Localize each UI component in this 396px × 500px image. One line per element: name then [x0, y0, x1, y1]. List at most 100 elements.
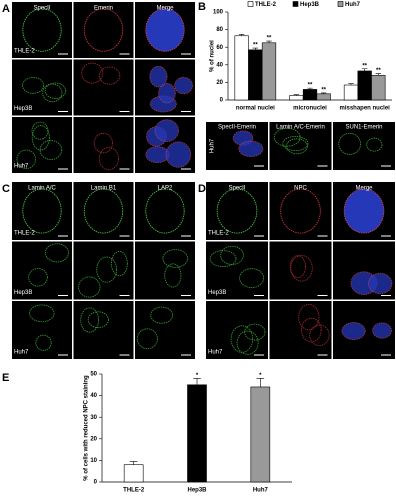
y-tick-label: 60 — [216, 45, 223, 51]
micrograph — [333, 122, 395, 170]
significance: ** — [362, 63, 367, 69]
nucleus — [98, 66, 121, 85]
nucleus — [154, 119, 179, 142]
nucleus — [300, 317, 322, 343]
nucleus — [282, 135, 309, 152]
micrograph — [73, 2, 134, 58]
nucleus — [22, 77, 45, 94]
error-bar — [252, 47, 259, 50]
nucleus — [145, 188, 185, 234]
nucleus — [164, 263, 182, 288]
significance: ** — [267, 36, 272, 42]
nucleus — [110, 250, 128, 277]
nucleus — [145, 8, 185, 52]
nucleus — [28, 268, 48, 287]
nucleus — [22, 8, 62, 52]
panel-label: E — [2, 372, 9, 384]
bar — [261, 42, 277, 101]
micrograph — [135, 301, 195, 359]
nucleus — [16, 149, 37, 169]
nucleus — [42, 83, 63, 103]
micrograph — [135, 182, 195, 240]
micrograph — [206, 301, 268, 359]
nucleus — [244, 323, 266, 341]
error-bar — [307, 87, 313, 90]
row-label: THLE-2 — [14, 49, 35, 55]
y-tick-label: 50 — [90, 372, 97, 378]
significance: * — [196, 373, 199, 379]
legend-label: Huh7 — [345, 2, 361, 8]
nucleus — [372, 322, 392, 339]
nucleus — [309, 324, 330, 347]
nucleus — [273, 127, 301, 147]
nucleus — [80, 307, 100, 333]
bar — [343, 84, 359, 101]
inset-label: SUN1-Emerin — [345, 125, 382, 131]
bar — [357, 70, 372, 101]
column-label: Lamin B1 — [91, 186, 117, 192]
nucleus — [220, 245, 244, 265]
column-label: Merge — [156, 6, 174, 12]
nucleus — [289, 255, 306, 279]
error-bar — [361, 68, 368, 71]
nucleus — [31, 125, 50, 151]
inset-label: Lamin A/C-Emerin — [276, 125, 325, 131]
nucleus — [44, 243, 70, 263]
nucleus — [83, 8, 124, 52]
x-tick-label: Huh7 — [253, 488, 269, 494]
panel-label: C — [2, 183, 10, 195]
row-label: THLE-2 — [14, 231, 35, 237]
nucleus — [165, 141, 192, 168]
nucleus — [216, 188, 258, 234]
row-label: Hep3B — [14, 106, 32, 112]
nucleus — [39, 140, 63, 161]
y-tick-label: 30 — [90, 415, 97, 421]
row-label: THLE-2 — [208, 231, 229, 237]
bar — [187, 384, 207, 483]
micrograph — [12, 301, 72, 359]
bar — [248, 49, 263, 101]
bar — [302, 89, 318, 101]
significance: ** — [308, 83, 313, 89]
nucleus — [44, 82, 67, 99]
column-label: Emerin — [94, 6, 113, 12]
nucleus — [209, 250, 237, 268]
nucleus — [78, 276, 101, 298]
nucleus — [98, 147, 120, 171]
micrograph — [12, 2, 72, 58]
micrograph — [269, 182, 332, 240]
significance: * — [259, 373, 262, 379]
micrograph — [12, 241, 72, 300]
nucleus — [31, 121, 49, 140]
significance: ** — [376, 68, 381, 74]
nucleus — [298, 304, 320, 331]
micrograph — [73, 59, 134, 116]
nucleus — [136, 328, 158, 350]
micrograph — [73, 241, 134, 300]
legend-label: THLE-2 — [255, 2, 277, 8]
x-tick-label: misshapen nuclei — [339, 106, 390, 112]
nucleus — [280, 188, 321, 234]
error-bar — [348, 83, 354, 86]
bar — [123, 464, 144, 483]
nucleus — [343, 188, 385, 234]
y-tick-label: 40 — [216, 62, 223, 68]
row-label: Hep3B — [14, 290, 32, 296]
nucleus — [238, 140, 264, 157]
y-tick-label: 0 — [220, 98, 224, 104]
column-label: Lamin A/C — [28, 186, 56, 192]
error-bar — [238, 34, 245, 36]
bar — [371, 75, 386, 101]
y-tick-label: 0 — [94, 480, 98, 486]
micrograph — [269, 301, 332, 359]
panel-label: D — [198, 183, 206, 195]
x-tick-label: THLE-2 — [123, 488, 145, 494]
y-tick-label: 10 — [90, 458, 97, 464]
significance: ** — [321, 88, 326, 94]
nucleus — [236, 330, 259, 355]
y-tick-label: 80 — [216, 27, 223, 33]
y-axis-label: % of nuclei — [210, 40, 216, 72]
bar — [250, 386, 271, 483]
nucleus — [285, 138, 308, 155]
